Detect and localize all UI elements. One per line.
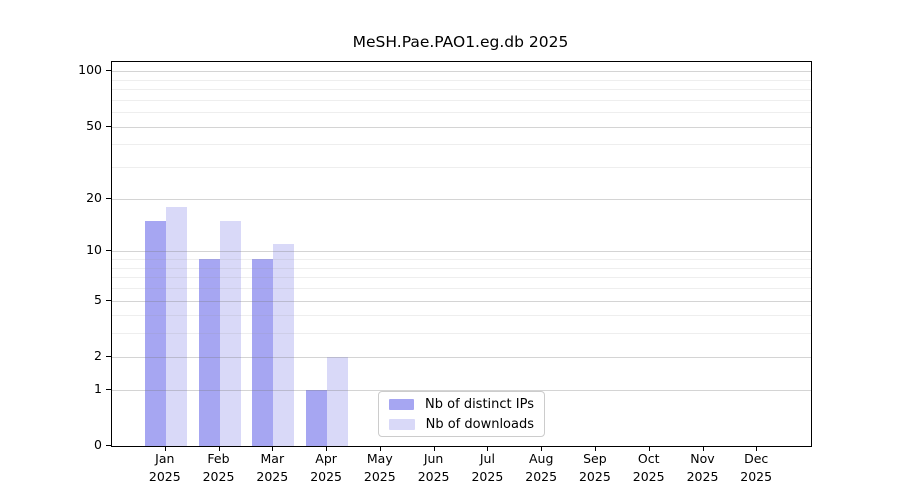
y-axis-tick-mark-10 (106, 250, 111, 252)
bar-nb-of-downloads-jan (165, 206, 187, 446)
year-label: 2025 (202, 469, 235, 484)
x-axis-tick-label-apr: Apr 2025 (298, 450, 354, 486)
y-axis-tick-label-20: 20 (86, 189, 102, 205)
legend-swatch-downloads (389, 418, 415, 430)
x-axis-tick-label-dec: Dec 2025 (728, 450, 784, 486)
y-axis-tick-label-1: 1 (94, 380, 102, 396)
x-axis-tick-label-jul: Jul 2025 (459, 450, 515, 486)
month-label: Feb (207, 451, 230, 466)
legend-item-distinct-ips: Nb of distinct IPs (389, 396, 534, 413)
x-axis-tick-label-feb: Feb 2025 (191, 450, 247, 486)
x-axis-tick-label-may: May 2025 (352, 450, 408, 486)
bar-nb-of-distinct-ips-feb (198, 259, 220, 446)
year-label: 2025 (578, 469, 611, 484)
bar-nb-of-downloads-mar (273, 244, 295, 446)
year-label: 2025 (471, 469, 504, 484)
month-label: Apr (315, 451, 337, 466)
x-axis-tick-label-jun: Jun 2025 (406, 450, 462, 486)
x-axis-tick-label-jan: Jan 2025 (137, 450, 193, 486)
month-label: Sep (583, 451, 607, 466)
chart-title: MeSH.Pae.PAO1.eg.db 2025 (352, 33, 569, 51)
gridline-minor-80 (112, 89, 811, 90)
year-label: 2025 (686, 469, 719, 484)
y-axis-tick-mark-100 (106, 70, 111, 72)
x-axis-tick-mark-nov (702, 446, 704, 451)
year-label: 2025 (363, 469, 396, 484)
year-label: 2025 (256, 469, 289, 484)
x-axis-tick-mark-jul (487, 446, 489, 451)
plot-area (111, 61, 812, 447)
month-label: Mar (260, 451, 285, 466)
x-axis-tick-label-aug: Aug 2025 (513, 450, 569, 486)
y-axis-tick-mark-2 (106, 355, 111, 357)
month-label: Oct (637, 451, 660, 466)
y-axis-tick-label-0: 0 (94, 437, 102, 452)
y-axis-tick-mark-0 (106, 445, 111, 446)
year-label: 2025 (632, 469, 665, 484)
x-axis-tick-label-mar: Mar 2025 (244, 450, 300, 486)
year-label: 2025 (417, 469, 450, 484)
x-axis-tick-mark-aug (541, 446, 543, 451)
legend-label-downloads: Nb of downloads (425, 416, 534, 432)
x-axis-tick-mark-feb (218, 446, 220, 451)
month-label: Nov (690, 451, 715, 466)
gridline-major-20 (112, 198, 811, 200)
gridline-minor-30 (112, 167, 811, 169)
year-label: 2025 (740, 469, 773, 484)
bar-nb-of-downloads-apr (327, 356, 349, 446)
x-axis-tick-label-nov: Nov 2025 (675, 450, 731, 486)
x-axis-tick-mark-may (379, 446, 381, 451)
legend-item-downloads: Nb of downloads (389, 416, 534, 433)
y-axis-tick-label-5: 5 (94, 291, 102, 307)
y-axis-tick-mark-20 (106, 197, 111, 199)
year-label: 2025 (310, 469, 342, 484)
bar-nb-of-downloads-feb (219, 220, 241, 446)
x-axis-tick-label-sep: Sep 2025 (567, 450, 623, 486)
year-label: 2025 (148, 469, 181, 484)
gridline-major-50 (112, 126, 811, 128)
month-label: May (366, 451, 393, 466)
y-axis-tick-label-10: 10 (86, 242, 102, 258)
legend: Nb of distinct IPs Nb of downloads (378, 391, 545, 437)
legend-label-distinct-ips: Nb of distinct IPs (425, 396, 534, 412)
gridline-minor-70 (112, 99, 811, 101)
x-axis-tick-label-oct: Oct 2025 (621, 450, 677, 486)
y-axis-tick-label-50: 50 (86, 117, 102, 133)
x-axis-tick-mark-dec (756, 446, 758, 451)
bar-nb-of-distinct-ips-jan (144, 220, 166, 446)
gridline-minor-60 (112, 112, 811, 114)
gridline-minor-90 (112, 79, 811, 81)
y-axis-tick-mark-50 (106, 125, 111, 127)
month-label: Jun (423, 451, 444, 466)
x-axis-tick-mark-jan (164, 446, 166, 451)
y-axis-tick-mark-1 (106, 388, 111, 390)
month-label: Jan (155, 451, 175, 466)
bar-nb-of-distinct-ips-apr (306, 389, 328, 446)
legend-swatch-distinct-ips (389, 398, 415, 410)
y-axis-tick-label-2: 2 (94, 347, 102, 363)
x-axis-tick-mark-sep (594, 446, 596, 451)
gridline-major-10 (112, 251, 811, 253)
x-axis-tick-mark-jun (433, 446, 435, 451)
x-axis-tick-mark-oct (648, 446, 650, 451)
y-axis-tick-label-100: 100 (78, 62, 102, 78)
month-label: Dec (744, 451, 769, 466)
y-axis-tick-mark-5 (106, 299, 111, 301)
bar-nb-of-distinct-ips-mar (252, 259, 274, 446)
gridline-major-100 (112, 71, 811, 73)
x-axis-tick-mark-mar (272, 446, 274, 451)
year-label: 2025 (525, 469, 558, 484)
month-label: Jul (479, 451, 495, 466)
month-label: Aug (528, 451, 554, 466)
gridline-minor-40 (112, 144, 811, 146)
x-axis-tick-mark-apr (326, 446, 328, 451)
